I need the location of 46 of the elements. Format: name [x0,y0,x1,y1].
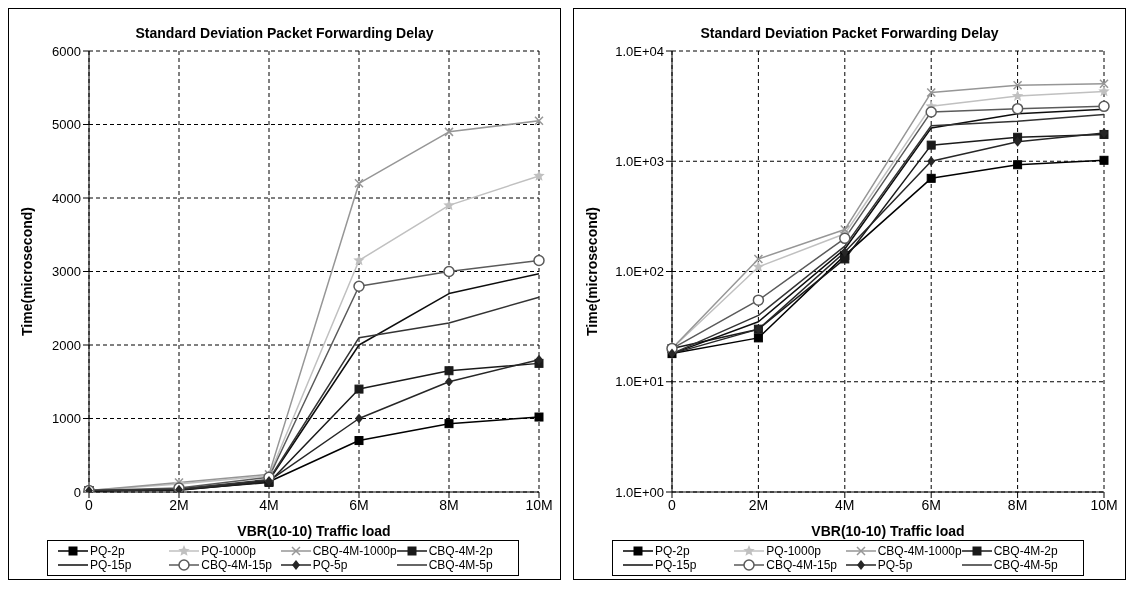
y-tick-label: 1.0E+03 [615,153,664,169]
chart-title: Standard Deviation Packet Forwarding Delay [134,25,435,41]
x-tick-label: 0 [668,496,677,513]
y-tick-label: 1.0E+00 [615,484,664,500]
y-tick-label: 1.0E+02 [615,264,664,280]
legend-label: PQ-2p [90,544,125,558]
legend-label: CBQ-4M-15p [766,558,837,572]
legend-label: CBQ-4M-1000p [877,544,962,558]
y-axis-title: Time(microsecond) [18,207,35,336]
y-tick-label: 0 [73,484,81,500]
x-tick-label: 6M [349,496,369,513]
x-tick-label: 2M [169,496,189,513]
x-tick-label: 10M [1090,496,1118,513]
legend-label: PQ-15p [90,558,132,572]
y-tick-label: 2000 [52,337,81,353]
x-axis-title: VBR(10-10) Traffic load [811,523,965,539]
y-tick-label: 1.0E+01 [615,374,664,390]
x-axis-title: VBR(10-10) Traffic load [237,523,391,539]
y-tick-label: 5000 [52,117,81,133]
chart-title: Standard Deviation Packet Forwarding Delay [699,25,1000,41]
y-tick-label: 6000 [52,43,81,59]
legend-label: PQ-1000p [766,544,822,558]
legend-label: PQ-5p [877,558,913,572]
y-tick-label: 3000 [52,264,81,280]
x-tick-label: 8M [1007,496,1028,513]
legend-label: CBQ-4M-5p [428,558,493,572]
x-tick-label: 4M [259,496,279,513]
x-tick-label: 10M [525,496,553,513]
legend-label: CBQ-4M-5p [993,558,1058,572]
x-tick-label: 2M [748,496,769,513]
legend-label: PQ-15p [655,558,697,572]
legend-label: PQ-5p [312,558,348,572]
legend-label: CBQ-4M-2p [428,544,493,558]
y-tick-label: 1.0E+04 [615,43,664,59]
x-tick-label: 0 [85,496,94,513]
legend-label: PQ-1000p [201,544,257,558]
legend-label: CBQ-4M-1000p [312,544,397,558]
x-tick-label: 8M [439,496,459,513]
legend-label: PQ-2p [655,544,690,558]
y-tick-label: 1000 [52,411,81,427]
y-tick-label: 4000 [52,190,81,206]
x-tick-label: 6M [921,496,941,513]
legend-label: CBQ-4M-15p [201,558,272,572]
legend-label: CBQ-4M-2p [993,544,1058,558]
x-tick-label: 4M [835,496,855,513]
y-axis-title: Time(microsecond) [583,207,600,336]
